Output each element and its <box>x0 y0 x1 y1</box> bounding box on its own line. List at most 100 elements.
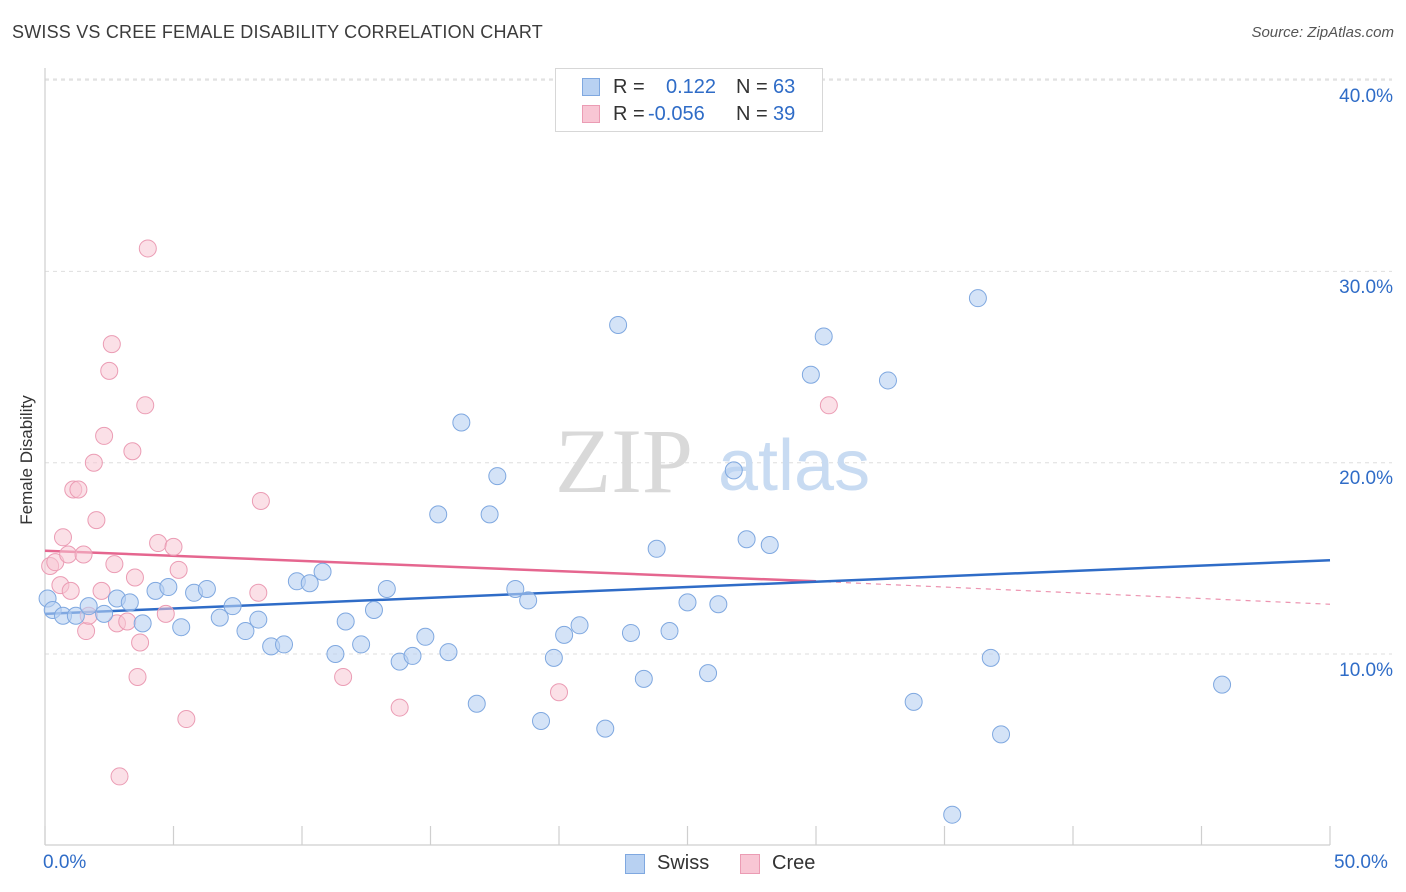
swiss-point <box>120 593 139 612</box>
swiss-point <box>223 597 242 616</box>
swiss-point <box>326 645 345 663</box>
swiss-point <box>544 648 563 667</box>
swiss-point <box>814 327 833 346</box>
cree-trend-extension <box>815 580 1331 605</box>
data-points <box>38 239 1232 824</box>
swiss-point <box>336 612 355 631</box>
cree-point <box>169 560 188 579</box>
swiss-point <box>467 694 486 713</box>
swiss-point <box>943 805 962 824</box>
swiss-point <box>555 625 574 644</box>
n-label: N = <box>736 76 768 98</box>
swiss-point <box>172 618 191 637</box>
swiss-point <box>197 579 216 598</box>
swiss-point <box>609 315 628 334</box>
legend-label-cree: Cree <box>772 852 816 874</box>
stats-legend: R = 0.122 N = 63 R = -0.056 N = 39 <box>555 68 823 132</box>
cree-point <box>84 453 103 472</box>
cree-point <box>251 491 270 510</box>
swiss-point <box>724 461 743 480</box>
swiss-point <box>760 535 779 554</box>
swiss-point <box>699 664 718 683</box>
y-tick-label: 40.0% <box>1339 86 1393 107</box>
r-value: -0.056 <box>648 103 705 125</box>
cree-point <box>138 239 157 258</box>
x-tick-label: 50.0% <box>1334 852 1388 873</box>
swiss-point <box>159 578 178 597</box>
cree-point <box>819 396 838 415</box>
swiss-point <box>66 606 85 625</box>
swiss-point <box>1213 675 1232 694</box>
swiss-point <box>210 608 229 627</box>
source-label: Source: ZipAtlas.com <box>1251 24 1394 41</box>
swiss-point <box>452 413 471 432</box>
swiss-point <box>275 635 294 654</box>
cree-point <box>92 581 111 600</box>
y-tick-label: 20.0% <box>1339 468 1393 489</box>
cree-point <box>149 534 168 553</box>
stats-row-cree: R = -0.056 N = 39 <box>556 101 822 127</box>
swiss-point <box>313 562 332 581</box>
swiss-point <box>981 648 1000 667</box>
swiss-point <box>480 505 499 524</box>
x-tick-label: 0.0% <box>43 852 87 873</box>
cree-point <box>110 767 129 786</box>
cree-point <box>164 537 183 556</box>
swiss-point <box>429 505 448 524</box>
cree-point <box>128 667 147 686</box>
cree-point <box>87 511 106 530</box>
swiss-swatch <box>582 78 600 96</box>
cree-swatch <box>740 854 760 874</box>
swiss-point <box>133 614 152 633</box>
swiss-point <box>570 616 589 635</box>
swiss-point <box>488 467 507 486</box>
cree-point <box>125 568 144 587</box>
cree-point <box>69 480 88 499</box>
swiss-point <box>364 601 383 620</box>
n-value: 63 <box>773 76 796 98</box>
swiss-point <box>416 627 435 646</box>
swiss-trend-line <box>44 559 1331 616</box>
swiss-point <box>709 595 728 614</box>
swiss-point <box>79 597 98 616</box>
swiss-point <box>596 719 615 738</box>
cree-point <box>100 361 119 380</box>
cree-swatch <box>582 105 600 123</box>
n-value: 39 <box>773 103 796 125</box>
cree-point <box>390 698 409 717</box>
swiss-point <box>678 593 697 612</box>
swiss-swatch <box>625 854 645 874</box>
swiss-point <box>377 579 396 598</box>
cree-point <box>102 335 121 354</box>
y-axis-label: Female Disability <box>17 395 36 525</box>
swiss-point <box>634 669 653 688</box>
swiss-point <box>95 604 114 623</box>
cree-point <box>77 622 96 641</box>
swiss-point <box>439 643 458 662</box>
swiss-point <box>968 289 987 308</box>
cree-point <box>136 396 155 415</box>
chart-title: SWISS VS CREE FEMALE DISABILITY CORRELAT… <box>12 22 543 42</box>
watermark-atlas: atlas <box>718 426 870 506</box>
swiss-point <box>660 622 679 641</box>
cree-point <box>59 545 78 564</box>
swiss-point <box>249 610 268 629</box>
cree-point <box>95 426 114 445</box>
cree-trend-line <box>44 549 817 583</box>
swiss-point <box>519 591 538 610</box>
cree-point <box>131 633 150 652</box>
cree-point <box>123 442 142 461</box>
swiss-point <box>532 711 551 730</box>
swiss-point <box>647 539 666 558</box>
swiss-point <box>506 579 525 598</box>
legend-label-swiss: Swiss <box>657 852 710 874</box>
swiss-point <box>236 622 255 641</box>
swiss-point <box>621 623 640 642</box>
r-label: R = <box>613 103 645 125</box>
watermark: ZIP atlas <box>555 410 870 512</box>
swiss-point <box>801 365 820 384</box>
y-tick-label: 30.0% <box>1339 277 1393 298</box>
cree-point <box>550 683 568 702</box>
swiss-point <box>878 371 897 390</box>
